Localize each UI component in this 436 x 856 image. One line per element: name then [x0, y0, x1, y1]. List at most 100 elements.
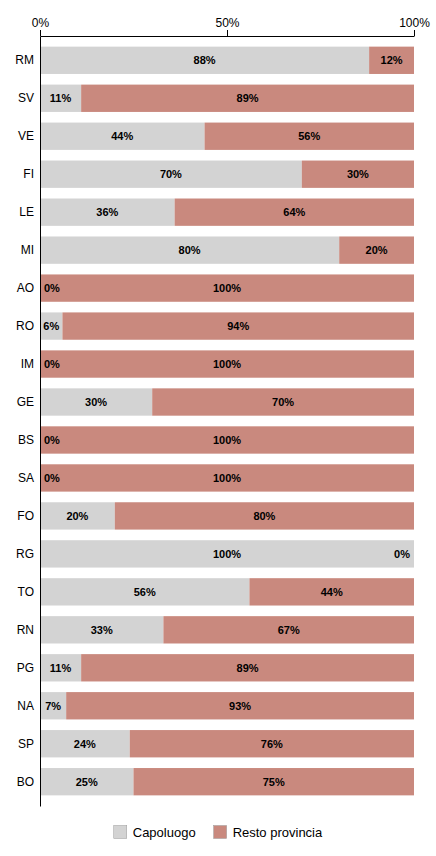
plot: 0%50%100%RMSVVEFILEMIAOROIMGEBSSAFORGTOR…: [15, 16, 430, 807]
tick: RG: [16, 547, 34, 561]
tick-label: RO: [16, 319, 34, 333]
bar-segment: [369, 47, 414, 74]
tick-label: 0%: [32, 16, 50, 30]
tick: 0%: [32, 16, 50, 36]
bar-segment: [115, 502, 414, 529]
tick-label: MI: [21, 243, 34, 257]
data-label: 88%: [194, 54, 216, 66]
data-label: 75%: [263, 776, 285, 788]
tick-label: BO: [17, 775, 34, 789]
tick: RO: [16, 319, 34, 333]
tick-label: NA: [17, 699, 34, 713]
data-label: 36%: [96, 206, 118, 218]
data-label: 0%: [394, 548, 410, 560]
data-label: 33%: [91, 624, 113, 636]
bar-segment: [40, 123, 205, 150]
bar-segment: [40, 540, 414, 567]
bar-segment: [205, 123, 414, 150]
bar-segment: [40, 616, 163, 643]
tick: AO: [17, 281, 34, 295]
bar-segment: [40, 654, 81, 681]
tick-label: RN: [17, 623, 34, 637]
data-label: 20%: [66, 510, 88, 522]
tick: RN: [17, 623, 34, 637]
tick: PG: [17, 661, 34, 675]
legend-item: Resto provincia: [214, 825, 323, 840]
axis-line: [40, 37, 41, 807]
data-label: 11%: [50, 662, 72, 674]
x-axis: 0% 50% 100%: [32, 16, 430, 37]
tick: FO: [17, 509, 34, 523]
legend-item: Capoluogo: [114, 825, 196, 840]
data-label: 24%: [74, 738, 96, 750]
bars: [40, 47, 414, 796]
tick: TO: [18, 585, 34, 599]
bar-segment: [40, 692, 66, 719]
bar-segment: [339, 236, 414, 263]
bar-segment: [40, 426, 414, 453]
tick: LE: [19, 205, 34, 219]
legend-swatch: [114, 826, 127, 839]
data-label: 64%: [283, 206, 305, 218]
bar-segment: [62, 312, 414, 339]
bar-segment: [40, 312, 62, 339]
tick-label: TO: [18, 585, 34, 599]
data-label: 30%: [347, 168, 369, 180]
bar-segment: [40, 768, 134, 795]
bar-segment: [81, 654, 414, 681]
bar-segment: [40, 730, 130, 757]
tick-mark: [414, 30, 415, 36]
data-label: 11%: [50, 92, 72, 104]
tick: GE: [17, 395, 34, 409]
tick-label: SV: [18, 91, 34, 105]
data-label: 0%: [44, 358, 60, 370]
data-label: 100%: [213, 358, 241, 370]
y-axis: RMSVVEFILEMIAOROIMGEBSSAFORGTORNPGNASPBO: [15, 37, 40, 807]
bar-segment: [40, 464, 414, 491]
bar-segment: [40, 236, 339, 263]
bar-segment: [163, 616, 414, 643]
bar-segment: [40, 274, 414, 301]
bar-segment: [40, 85, 81, 112]
data-label: 100%: [213, 472, 241, 484]
tick-label: SA: [18, 471, 34, 485]
bar-segment: [40, 502, 115, 529]
bar-segment: [40, 388, 152, 415]
tick: MI: [21, 243, 34, 257]
tick: FI: [23, 167, 34, 181]
data-label: 0%: [44, 282, 60, 294]
data-label: 12%: [381, 54, 403, 66]
tick: SP: [18, 737, 34, 751]
legend: Capoluogo Resto provincia: [114, 825, 323, 840]
data-label: 93%: [229, 700, 251, 712]
tick-label: BS: [18, 433, 34, 447]
tick: RM: [15, 53, 34, 67]
bar-segment: [66, 692, 414, 719]
data-label: 44%: [111, 130, 133, 142]
data-label: 67%: [278, 624, 300, 636]
data-label: 89%: [237, 662, 259, 674]
data-label: 30%: [85, 396, 107, 408]
data-label: 0%: [44, 472, 60, 484]
bar-segment: [249, 578, 414, 605]
data-label: 44%: [321, 586, 343, 598]
bar-segment: [414, 540, 415, 567]
axis-line: [41, 36, 415, 37]
data-label: 80%: [253, 510, 275, 522]
bar-segment: [40, 350, 414, 377]
chart: 0%50%100%RMSVVEFILEMIAOROIMGEBSSAFORGTOR…: [0, 0, 436, 856]
bar-segment: [40, 161, 302, 188]
tick-label: SP: [18, 737, 34, 751]
tick: BO: [17, 775, 34, 789]
tick: 50%: [215, 16, 239, 36]
tick-label: FO: [17, 509, 34, 523]
legend-label: Resto provincia: [233, 825, 323, 840]
data-label: 25%: [76, 776, 98, 788]
data-label: 89%: [237, 92, 259, 104]
tick: 100%: [399, 16, 430, 36]
data-label: 20%: [366, 244, 388, 256]
data-label: 70%: [160, 168, 182, 180]
tick-label: FI: [23, 167, 34, 181]
tick: SA: [18, 471, 34, 485]
bar-segment: [40, 47, 369, 74]
